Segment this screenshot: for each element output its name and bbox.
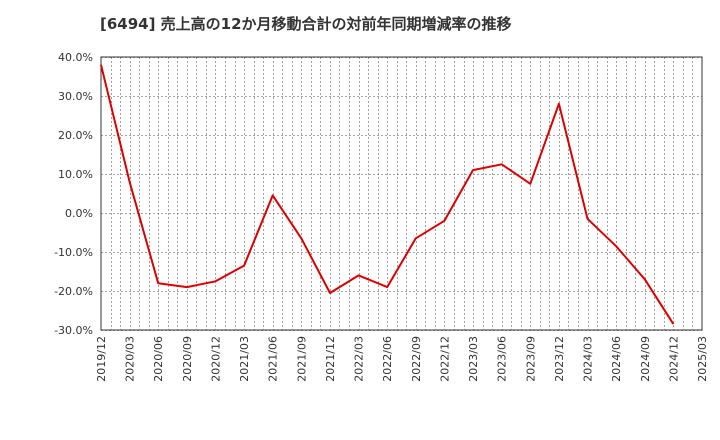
x-tick-label: 2021/06 <box>267 336 280 382</box>
y-tick-label: 40.0% <box>58 51 93 64</box>
x-tick-label: 2023/03 <box>467 336 480 382</box>
y-tick-label: -20.0% <box>54 285 93 298</box>
x-tick-label: 2023/06 <box>496 336 509 382</box>
series-group <box>100 64 675 325</box>
x-tick-label: 2024/12 <box>667 336 680 382</box>
x-axis-tick-labels: 2019/12 2020/03 2020/06 2020/09 2020/12 2021/… <box>95 336 709 382</box>
x-tick-label: 2020/03 <box>124 336 137 382</box>
series-line <box>100 64 675 325</box>
x-tick-label: 2021/12 <box>324 336 337 382</box>
x-tick-label: 2022/06 <box>381 336 394 382</box>
x-tick-label: 2020/06 <box>152 336 165 382</box>
y-tick-label: -10.0% <box>54 246 93 259</box>
y-tick-label: 30.0% <box>58 90 93 103</box>
x-tick-label: 2024/03 <box>582 336 595 382</box>
x-tick-label: 2024/09 <box>639 336 652 382</box>
x-tick-label: 2020/12 <box>209 336 222 382</box>
x-tick-label: 2021/09 <box>295 336 308 382</box>
y-axis-tick-labels: 40.0% 30.0% 20.0% 10.0% 0.0% -10.0% -20.0% -30.… <box>54 51 93 337</box>
x-tick-label: 2023/12 <box>553 336 566 382</box>
y-tick-label: -30.0% <box>54 324 93 337</box>
chart-title: [6494] 売上高の12か月移動合計の対前年同期増減率の推移 <box>100 15 512 33</box>
x-tick-label: 2020/09 <box>181 336 194 382</box>
vertical-gridlines <box>111 57 693 330</box>
x-tick-label: 2024/06 <box>610 336 623 382</box>
y-tick-label: 0.0% <box>65 207 93 220</box>
x-tick-label: 2021/03 <box>238 336 251 382</box>
plot-frame <box>100 56 703 331</box>
x-tick-label: 2023/09 <box>524 336 537 382</box>
y-tick-label: 20.0% <box>58 129 93 142</box>
y-tick-label: 10.0% <box>58 168 93 181</box>
plot-area <box>101 57 702 330</box>
x-tick-label: 2022/03 <box>353 336 366 382</box>
x-tick-label: 2022/12 <box>438 336 451 382</box>
x-tick-label: 2025/03 <box>696 336 709 382</box>
x-tick-label: 2019/12 <box>95 336 108 382</box>
x-tick-label: 2022/09 <box>410 336 423 382</box>
